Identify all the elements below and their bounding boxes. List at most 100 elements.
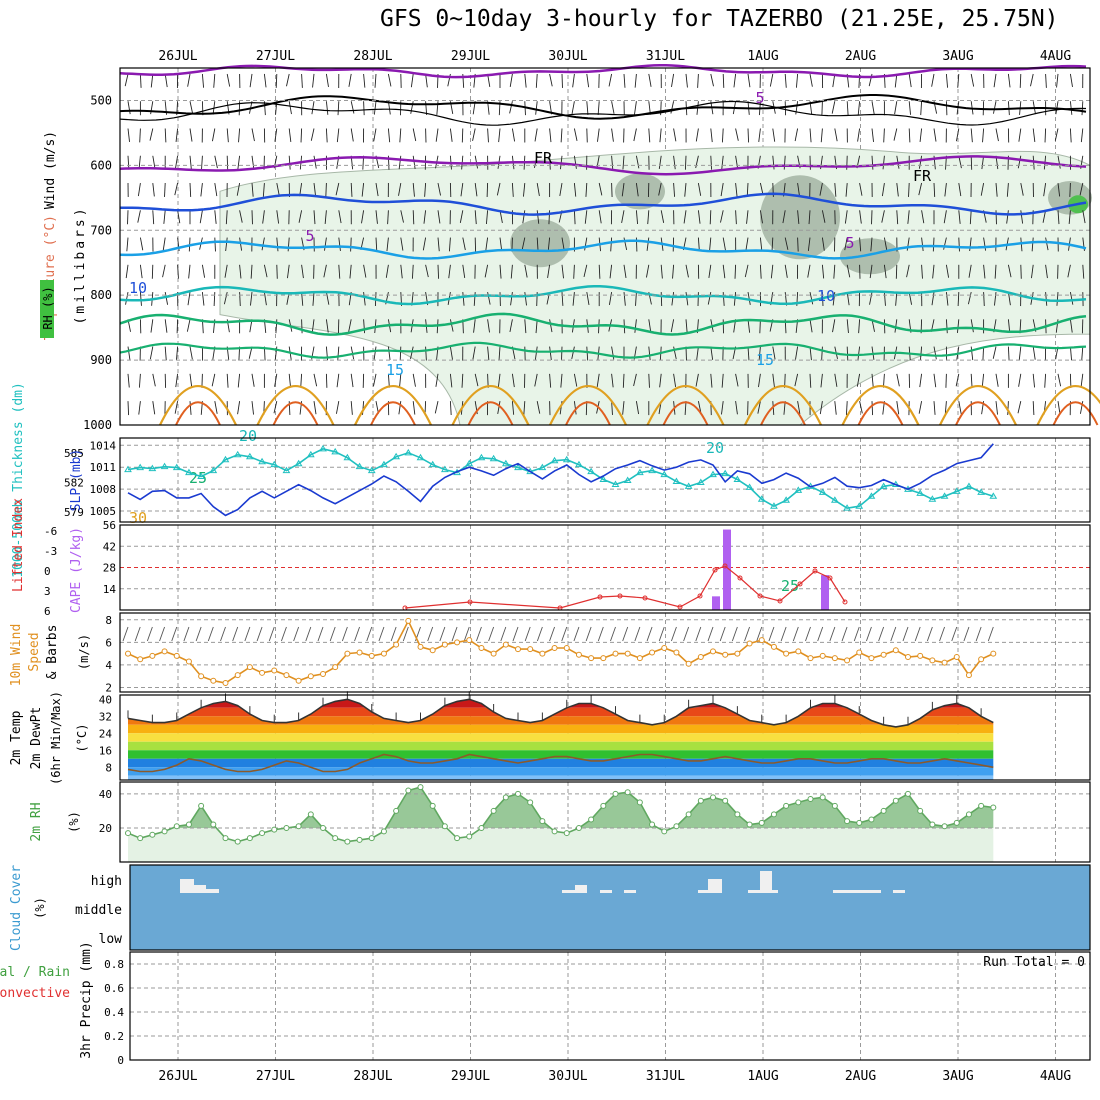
rh2m-line-point [454, 835, 461, 842]
wind-barb [933, 346, 937, 360]
wind-barb-10m [744, 626, 750, 642]
wind-barb [769, 73, 774, 87]
wind-barb [784, 73, 787, 88]
wind-barb [634, 319, 637, 333]
rh2m-line-point [685, 811, 692, 818]
wind-barb [597, 101, 600, 116]
rh2m-line-point [819, 794, 826, 801]
wind-barb [412, 182, 415, 197]
rh2m-line-point [307, 811, 314, 818]
wind-barb-10m [159, 626, 165, 642]
wind-barb [509, 101, 513, 114]
wind-barb [734, 264, 737, 279]
temp-color-band [128, 775, 994, 780]
wind-barb [189, 128, 193, 142]
wind-barb [747, 319, 751, 333]
rh2m-line-point [283, 824, 290, 831]
wind-barb [524, 73, 527, 88]
wind-barb [535, 101, 538, 115]
wind-barb [201, 264, 206, 278]
isotherm-35 [1052, 401, 1099, 426]
wind-speed-line-point [393, 641, 400, 648]
rh2m-line-point [222, 835, 229, 842]
wind-barb [598, 210, 602, 224]
thickness-line-point [794, 486, 803, 493]
wind-barb [994, 264, 997, 279]
wind-barb [175, 128, 179, 143]
wind-barb [883, 128, 885, 143]
wind-barb [375, 237, 378, 252]
wind-barb [783, 155, 786, 170]
temp-bands [128, 699, 994, 780]
thickness-line-point [258, 457, 266, 465]
wind-barb [721, 128, 724, 143]
wind-barb [907, 210, 910, 224]
isotherm-35 [565, 401, 611, 426]
wind-barb [660, 210, 665, 223]
thickness-line-point [440, 465, 449, 473]
wind-barb [710, 373, 713, 388]
wind-speed-line-point [636, 655, 643, 662]
thickness-line-point [282, 466, 291, 474]
wind-barb [238, 128, 241, 143]
wind-barb [735, 182, 738, 197]
wind-barb-10m [488, 626, 495, 642]
wind-barb [262, 210, 265, 224]
wind-barb [336, 128, 340, 143]
wind-barb [1057, 155, 1061, 169]
wind-barb [685, 264, 689, 278]
thickness-line-point [197, 472, 206, 480]
rh2m-line-point [417, 784, 424, 791]
wind-barb [162, 237, 166, 251]
temp-color-band [128, 707, 994, 717]
wind-barb [933, 401, 936, 415]
wind-barb [410, 346, 414, 359]
wind-barb [335, 182, 340, 196]
thickness-line-point [916, 489, 925, 496]
wind-barb [1032, 346, 1036, 360]
thickness-line-point [745, 483, 754, 490]
wind-barb [434, 401, 439, 414]
thickness-line-point [331, 447, 340, 455]
thickness-line-point [465, 459, 474, 467]
thickness-line-point [245, 452, 254, 460]
wind-barb [846, 292, 850, 306]
contour-label: 20 [706, 439, 724, 457]
rh2m-line-point [466, 833, 473, 840]
wind-barb [933, 373, 937, 388]
wind-barb [211, 128, 216, 142]
wind-barb [671, 73, 675, 88]
wind-barb [460, 182, 464, 197]
wind-speed-line-point [271, 667, 278, 674]
wind-barb [920, 101, 923, 116]
rh2m-line-point [722, 797, 729, 804]
rh2m-line-point [770, 811, 777, 818]
rh2m-line-point [661, 828, 668, 835]
total-rain-label: tal / Rain [0, 965, 70, 980]
wind-barb-10m [622, 626, 629, 642]
wind-barb [511, 128, 516, 142]
wind-barb [187, 292, 191, 306]
rh2m-line-point [917, 807, 924, 814]
bottom-day-label: 29JUL [451, 1069, 490, 1084]
wind-barb [188, 264, 191, 279]
wind-barb [325, 319, 329, 333]
lifted-index-point [842, 599, 848, 605]
wind-barb [733, 73, 737, 88]
wind-barb [1080, 128, 1084, 143]
wind-barb [995, 401, 998, 415]
wind-barb [186, 319, 191, 332]
wind-barb [634, 73, 637, 88]
millibars-label: (millibars) [73, 205, 88, 324]
wind-barb [1031, 264, 1034, 279]
wind-barb [164, 319, 168, 333]
rh2m-line-point [710, 794, 716, 801]
wind-barb [608, 73, 613, 87]
wind-barb [226, 128, 229, 143]
wind-barb [596, 373, 600, 388]
wind-barb [1007, 292, 1011, 306]
wind-barb [957, 292, 960, 306]
wind-barb [610, 237, 613, 252]
thickness-line-point [977, 488, 986, 495]
